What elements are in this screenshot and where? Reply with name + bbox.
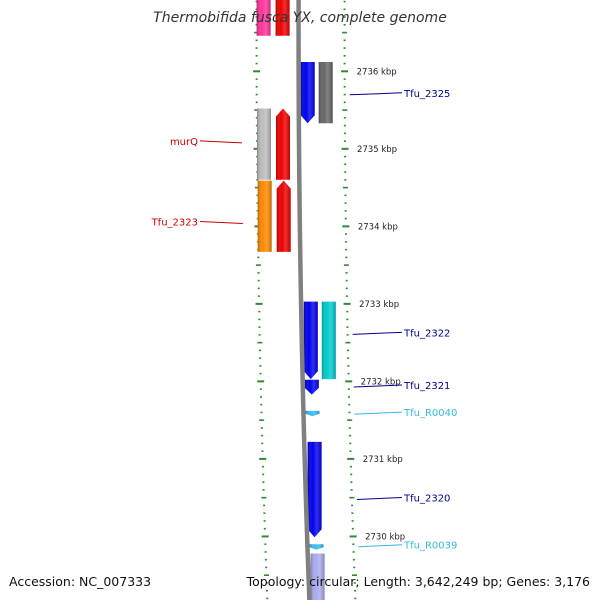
tick-label: 2732 kbp [361,377,401,387]
gene-feature-shading [257,180,272,252]
label-leader-line [354,411,403,415]
gene-label: Tfu_R0039 [403,541,457,552]
gene-feature-shading [256,0,271,36]
label-leader-line [353,384,403,388]
gene-feature-shading [275,0,290,36]
gene-feature-shading [310,553,325,600]
label-leader-line [356,496,403,500]
gene-feature-shading [307,441,322,538]
label-leader-line [199,140,243,144]
gene-feature-shading [300,62,315,124]
outer-tick-ring [341,0,357,600]
gene-feature-shading [318,62,333,124]
tick-label: 2730 kbp [365,532,405,542]
gene-label: Tfu_R0040 [403,408,457,419]
genome-backbone [296,0,312,600]
gene-label: Tfu_2321 [403,381,450,392]
gene-labels: murQ Tfu_2323 Tfu_2325 Tfu_2322 Tfu_2321 Tfu_… [151,89,458,552]
tick-label: 2733 kbp [359,300,399,310]
position-tick-labels: 2736 kbp 2735 kbp 2734 kbp 2733 kbp 2732 kbp… [357,67,406,542]
gene-label: Tfu_2325 [403,89,450,100]
label-leader-line [358,544,403,548]
gene-feature-shading [309,544,324,550]
accession-text: Accession: NC_007333 [9,574,152,589]
gene-feature-shading [321,301,336,380]
topology-text: Topology: circular; Length: 3,642,249 bp… [246,574,590,589]
gene-label: Tfu_2323 [151,217,198,228]
label-leader-line [349,92,403,96]
inner-tick-ring [253,0,269,600]
gene-feature-shading [303,301,318,380]
label-leader-line [352,331,403,335]
gene-label-leaders [199,92,403,548]
gene-feature-shading [276,180,291,252]
tick-label: 2731 kbp [363,455,403,465]
gene-label: Tfu_2322 [403,328,450,339]
gene-label: murQ [170,137,198,148]
gene-feature-shading [276,108,290,180]
tick-label: 2734 kbp [358,222,398,232]
gene-feature-shading [304,379,319,395]
label-leader-line [199,220,243,224]
map-title: Thermobifida fusca YX, complete genome [153,10,447,26]
gene-features [256,0,336,600]
tick-label: 2735 kbp [357,145,397,155]
tick-label: 2736 kbp [357,67,397,77]
gene-feature-shading [257,108,271,180]
gene-feature-shading [305,410,320,417]
gene-label: Tfu_2320 [403,493,450,504]
